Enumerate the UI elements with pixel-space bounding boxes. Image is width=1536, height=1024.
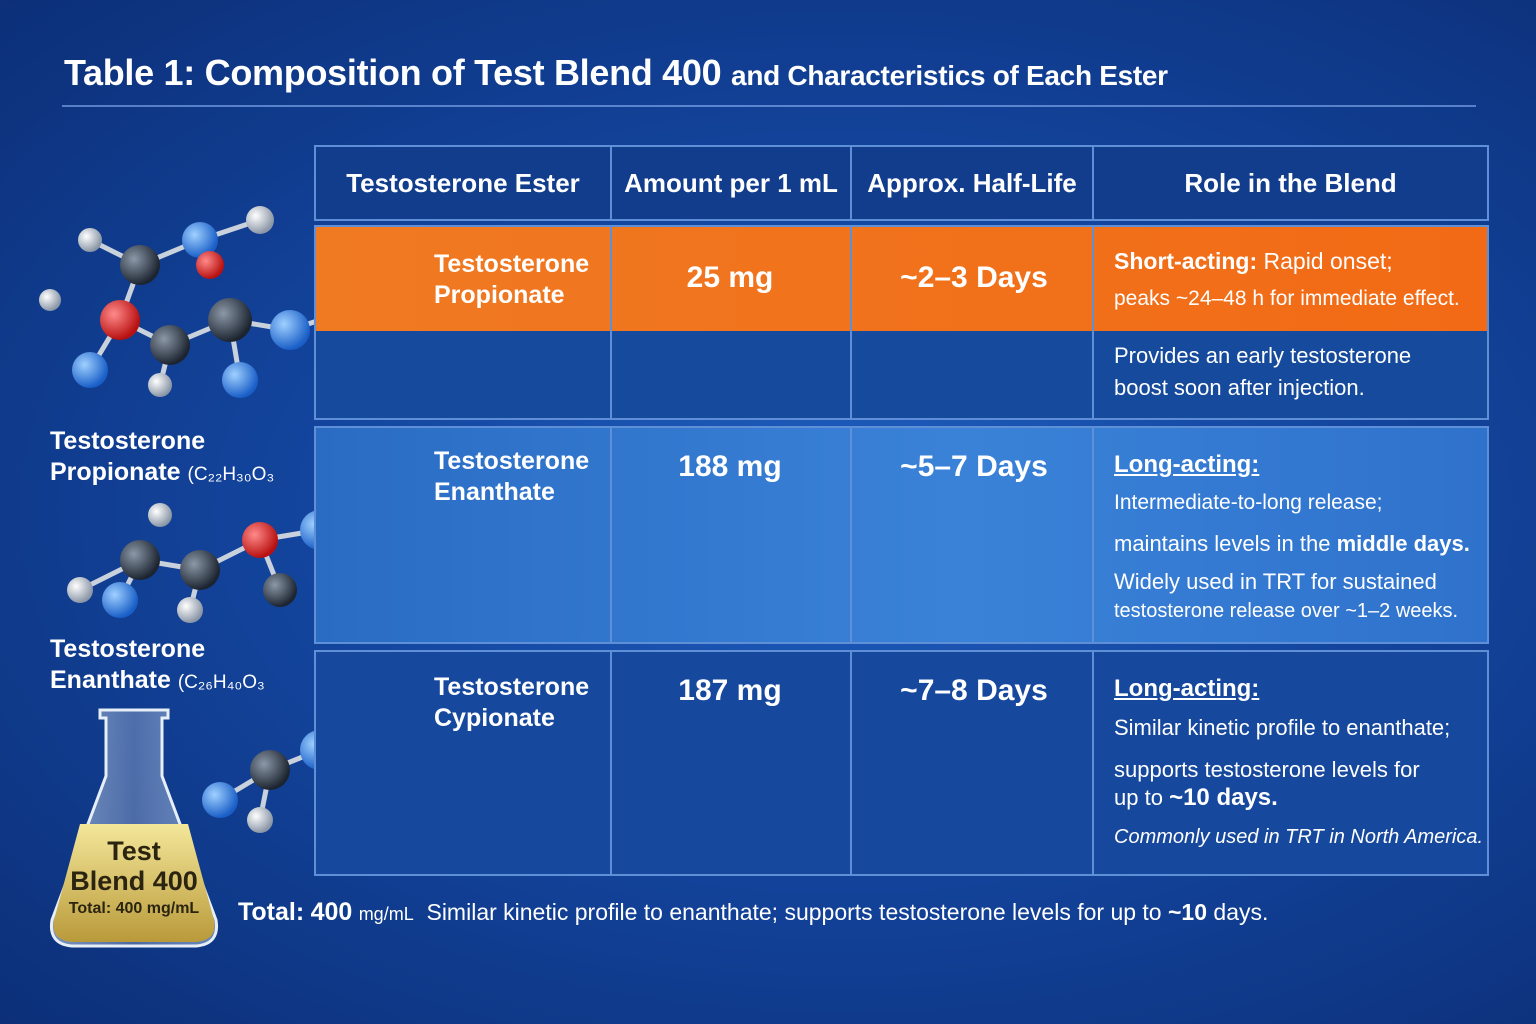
total-footer: Total: 400 mg/mL Similar kinetic profile… — [238, 898, 1269, 926]
half-life-value: ~5–7 Days — [900, 450, 1048, 483]
ester-name: Testosterone Enanthate — [434, 447, 590, 506]
molecule-label-enanthate: Testosterone Enanthate (C₂₆H₄₀O₃ — [50, 635, 265, 694]
role-text: Long-acting: Intermediate-to-long releas… — [1114, 451, 1470, 623]
header-role: Role in the Blend — [1184, 167, 1397, 198]
table-row: Testosterone Cypionate 187 mg ~7–8 Days L… — [314, 650, 1489, 876]
molecule-label-propionate: Testosterone Propionate (C₂₂H₃₀O₃ — [50, 427, 275, 486]
highlight-band — [316, 227, 1487, 331]
title-main: Table 1: Composition of Test Blend 400 — [64, 52, 722, 93]
title-sub: and Characteristics of Each Ester — [731, 60, 1168, 91]
ester-name: Testosterone Cypionate — [434, 673, 590, 732]
role-text: Long-acting: Similar kinetic profile to … — [1114, 675, 1484, 848]
role-text: Short-acting: Rapid onset; peaks ~24–48 … — [1114, 248, 1460, 400]
amount-value: 187 mg — [678, 674, 782, 707]
title-divider — [62, 105, 1476, 107]
flask-label: Test Blend 400 Total: 400 mg/mL — [68, 836, 200, 917]
table-row: Testosterone Enanthate 188 mg ~5–7 Days L… — [314, 426, 1489, 644]
table-row: Testosterone Propionate 25 mg ~2–3 Days S… — [314, 225, 1489, 420]
molecule-model-icon — [39, 206, 422, 833]
amount-value: 188 mg — [678, 450, 782, 483]
table-header: Testosterone Ester Amount per 1 mL Appro… — [314, 145, 1489, 221]
header-ester: Testosterone Ester — [316, 147, 612, 219]
ester-name: Testosterone Propionate — [434, 250, 590, 309]
flask-icon — [49, 708, 219, 948]
header-half-life: Approx. Half-Life — [852, 147, 1094, 219]
header-amount: Amount per 1 mL — [612, 147, 852, 219]
amount-value: 25 mg — [686, 261, 774, 294]
page-title: Table 1: Composition of Test Blend 400 a… — [64, 52, 1168, 94]
half-life-value: ~2–3 Days — [900, 261, 1048, 294]
half-life-value: ~7–8 Days — [900, 674, 1048, 707]
